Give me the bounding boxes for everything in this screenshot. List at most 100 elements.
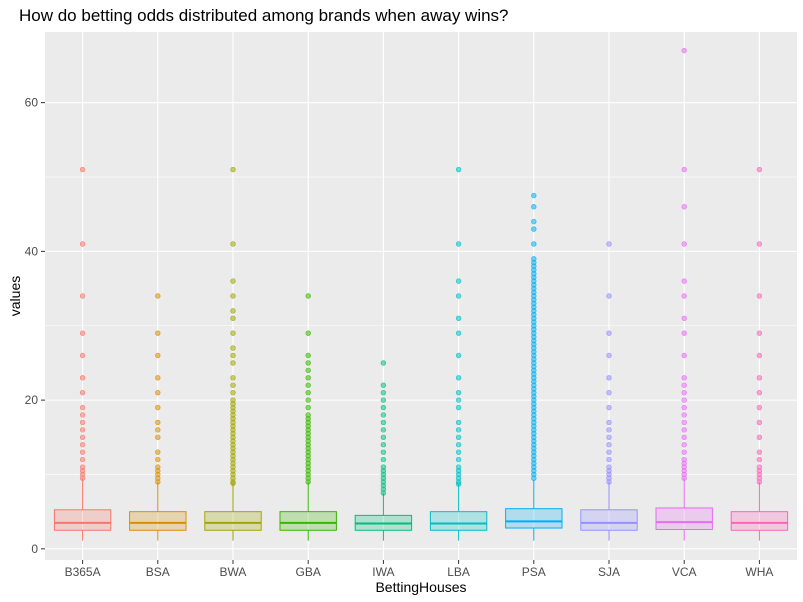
- outlier-point: [455, 375, 462, 381]
- outlier-point: [305, 412, 311, 418]
- outlier-point: [455, 464, 462, 470]
- outlier-point: [756, 352, 763, 359]
- outlier-point: [79, 464, 86, 470]
- outlier-point: [230, 352, 236, 359]
- outlier-point: [455, 293, 462, 299]
- outlier-point: [155, 464, 161, 470]
- outlier-point: [155, 293, 161, 299]
- iqr-box: [53, 509, 112, 531]
- outlier-point: [230, 293, 236, 299]
- outlier-point: [681, 330, 687, 336]
- outlier-point: [681, 375, 687, 381]
- outlier-point: [756, 419, 763, 426]
- outlier-point: [455, 352, 462, 359]
- outlier-point: [79, 241, 86, 247]
- outlier-point: [606, 375, 612, 381]
- x-tick-label: BSA: [146, 565, 170, 579]
- chart-title: How do betting odds distributed among br…: [19, 6, 509, 25]
- outlier-point: [230, 382, 236, 388]
- outlier-point: [79, 442, 86, 448]
- outlier-point: [155, 427, 161, 433]
- outlier-point: [79, 449, 86, 455]
- y-axis: 0 20 40 60: [25, 96, 45, 556]
- outlier-point: [79, 293, 86, 299]
- iqr-box: [279, 511, 337, 531]
- x-tick-label: B365A: [65, 565, 101, 579]
- box-bsa: [129, 293, 187, 541]
- outlier-point: [230, 360, 236, 366]
- outlier-point: [455, 166, 462, 173]
- outlier-point: [681, 293, 687, 299]
- outlier-point: [455, 315, 462, 322]
- x-axis: B365A BSA BWA GBA IWA LBA PSA SJA VCA WHA: [65, 560, 773, 579]
- outlier-point: [606, 389, 612, 396]
- outlier-point: [756, 330, 763, 336]
- outlier-point: [230, 308, 236, 314]
- outlier-point: [681, 382, 687, 388]
- outlier-point: [79, 434, 86, 440]
- outlier-point: [230, 389, 236, 396]
- outlier-point: [531, 226, 537, 232]
- outlier-point: [756, 464, 763, 470]
- outlier-point: [79, 375, 86, 381]
- y-tick-label: 0: [31, 542, 38, 556]
- outlier-point: [531, 204, 537, 210]
- outlier-point: [155, 434, 161, 440]
- outlier-point: [230, 166, 236, 173]
- outlier-point: [681, 389, 687, 396]
- outlier-point: [756, 166, 763, 173]
- iqr-box: [129, 511, 187, 531]
- x-tick-label: SJA: [598, 565, 620, 579]
- outlier-point: [230, 315, 236, 322]
- outlier-point: [606, 241, 612, 247]
- outlier-point: [305, 382, 311, 388]
- outlier-point: [606, 464, 612, 470]
- iqr-box: [429, 511, 488, 531]
- outlier-point: [305, 360, 311, 366]
- outlier-point: [681, 47, 687, 54]
- outlier-point: [455, 442, 462, 448]
- outlier-point: [380, 464, 387, 470]
- outlier-point: [380, 419, 387, 426]
- outlier-point: [681, 442, 687, 448]
- outlier-point: [305, 397, 311, 403]
- outlier-point: [681, 449, 687, 455]
- y-tick-label: 60: [25, 96, 39, 110]
- iqr-box: [505, 508, 563, 529]
- outlier-point: [79, 412, 86, 418]
- box-iwa: [354, 360, 413, 541]
- outlier-point: [79, 404, 86, 411]
- outlier-point: [756, 434, 763, 440]
- outlier-point: [380, 382, 387, 388]
- outlier-point: [756, 456, 763, 463]
- box-b365a: [53, 166, 112, 541]
- y-axis-title: values: [7, 276, 23, 316]
- outlier-point: [79, 456, 86, 463]
- outlier-point: [230, 241, 236, 247]
- outlier-point: [155, 456, 161, 463]
- outlier-point: [606, 427, 612, 433]
- boxplots: [53, 47, 789, 541]
- outlier-point: [380, 442, 387, 448]
- outlier-point: [531, 218, 537, 225]
- box-wha: [730, 166, 789, 541]
- x-tick-label: GBA: [296, 565, 321, 579]
- outlier-point: [455, 278, 462, 284]
- outlier-point: [230, 330, 236, 336]
- outlier-point: [155, 449, 161, 455]
- outlier-point: [681, 397, 687, 403]
- box-sja: [580, 241, 638, 541]
- outlier-point: [230, 397, 236, 403]
- outlier-point: [305, 367, 311, 374]
- outlier-point: [155, 330, 161, 336]
- outlier-point: [606, 404, 612, 411]
- outlier-point: [155, 389, 161, 396]
- outlier-point: [531, 256, 537, 262]
- outlier-point: [155, 352, 161, 359]
- outlier-point: [455, 389, 462, 396]
- outlier-point: [531, 192, 537, 199]
- iqr-box: [204, 511, 262, 531]
- iqr-box: [730, 511, 789, 531]
- iqr-box: [580, 509, 638, 531]
- box-vca: [655, 47, 713, 541]
